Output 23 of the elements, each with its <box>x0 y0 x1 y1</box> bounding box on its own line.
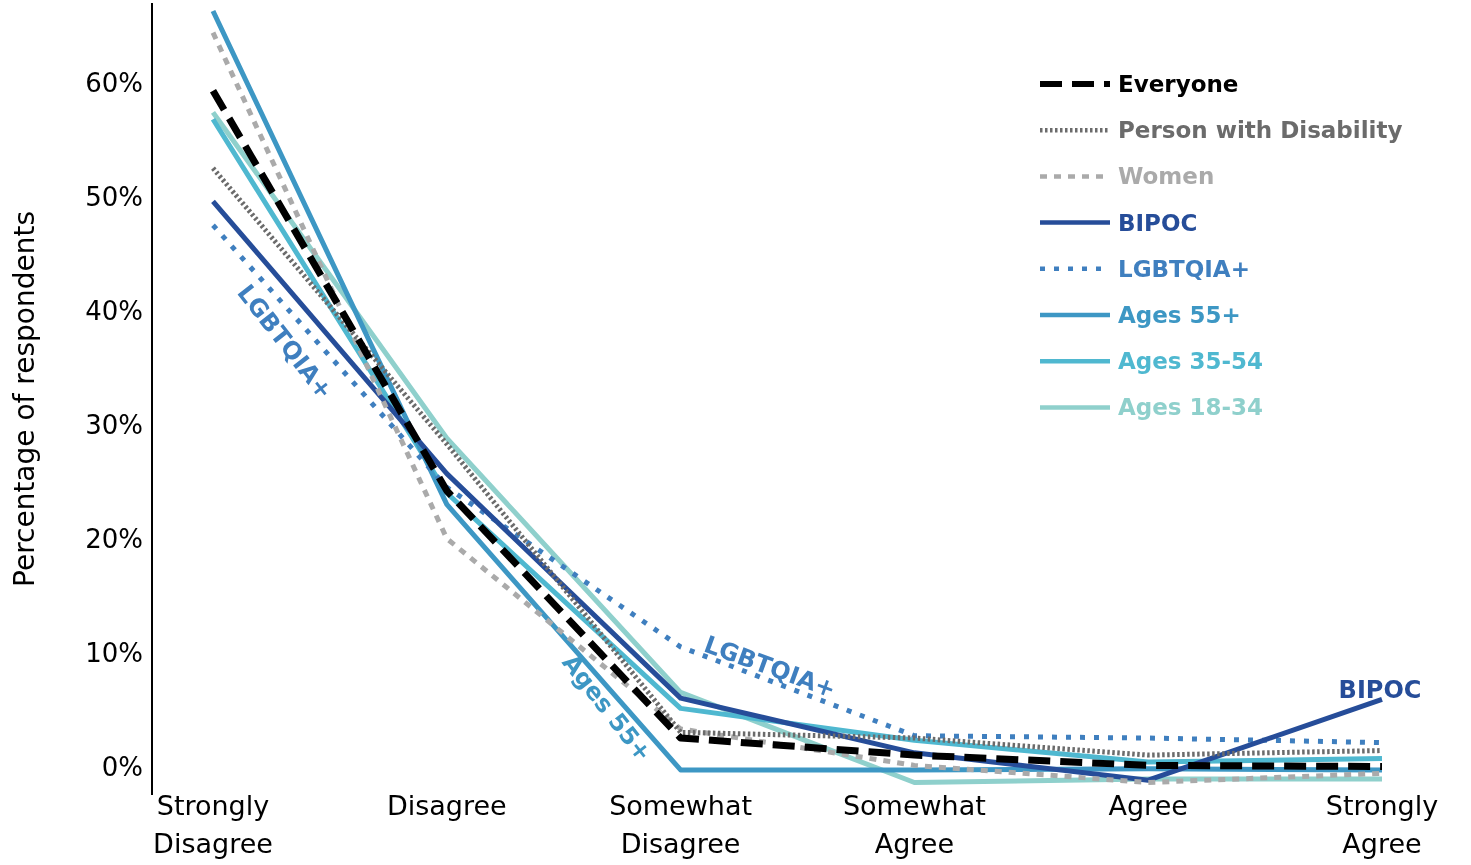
legend-label: Ages 55+ <box>1118 302 1241 328</box>
legend-label: BIPOC <box>1118 209 1198 236</box>
annotation: BIPOC <box>1338 676 1422 704</box>
y-tick-label: 20% <box>85 523 143 554</box>
x-tick-label: Somewhat Disagree <box>609 790 753 859</box>
y-tick-label: 50% <box>85 181 143 212</box>
y-tick-label: 60% <box>85 67 143 98</box>
y-tick-label: 30% <box>85 409 143 440</box>
legend-label: Everyone <box>1118 71 1239 97</box>
legend-label: Person with Disability <box>1118 117 1403 144</box>
y-tick-label: 10% <box>85 637 143 668</box>
x-tick-label: Somewhat Agree <box>842 790 986 859</box>
legend-label: Ages 35-54 <box>1118 348 1264 375</box>
x-tick-label: Disagree <box>386 790 507 821</box>
x-tick-label: Agree <box>1108 790 1188 821</box>
x-tick-label: Strongly Disagree <box>153 790 273 859</box>
y-tick-label: 0% <box>101 751 143 782</box>
y-axis-title: Percentage of respondents <box>8 211 41 587</box>
x-tick-label: Strongly Agree <box>1325 790 1439 859</box>
legend-label: LGBTQIA+ <box>1118 255 1250 282</box>
y-tick-label: 40% <box>85 295 143 326</box>
legend-label: Women <box>1118 163 1215 190</box>
legend-label: Ages 18-34 <box>1118 394 1264 421</box>
